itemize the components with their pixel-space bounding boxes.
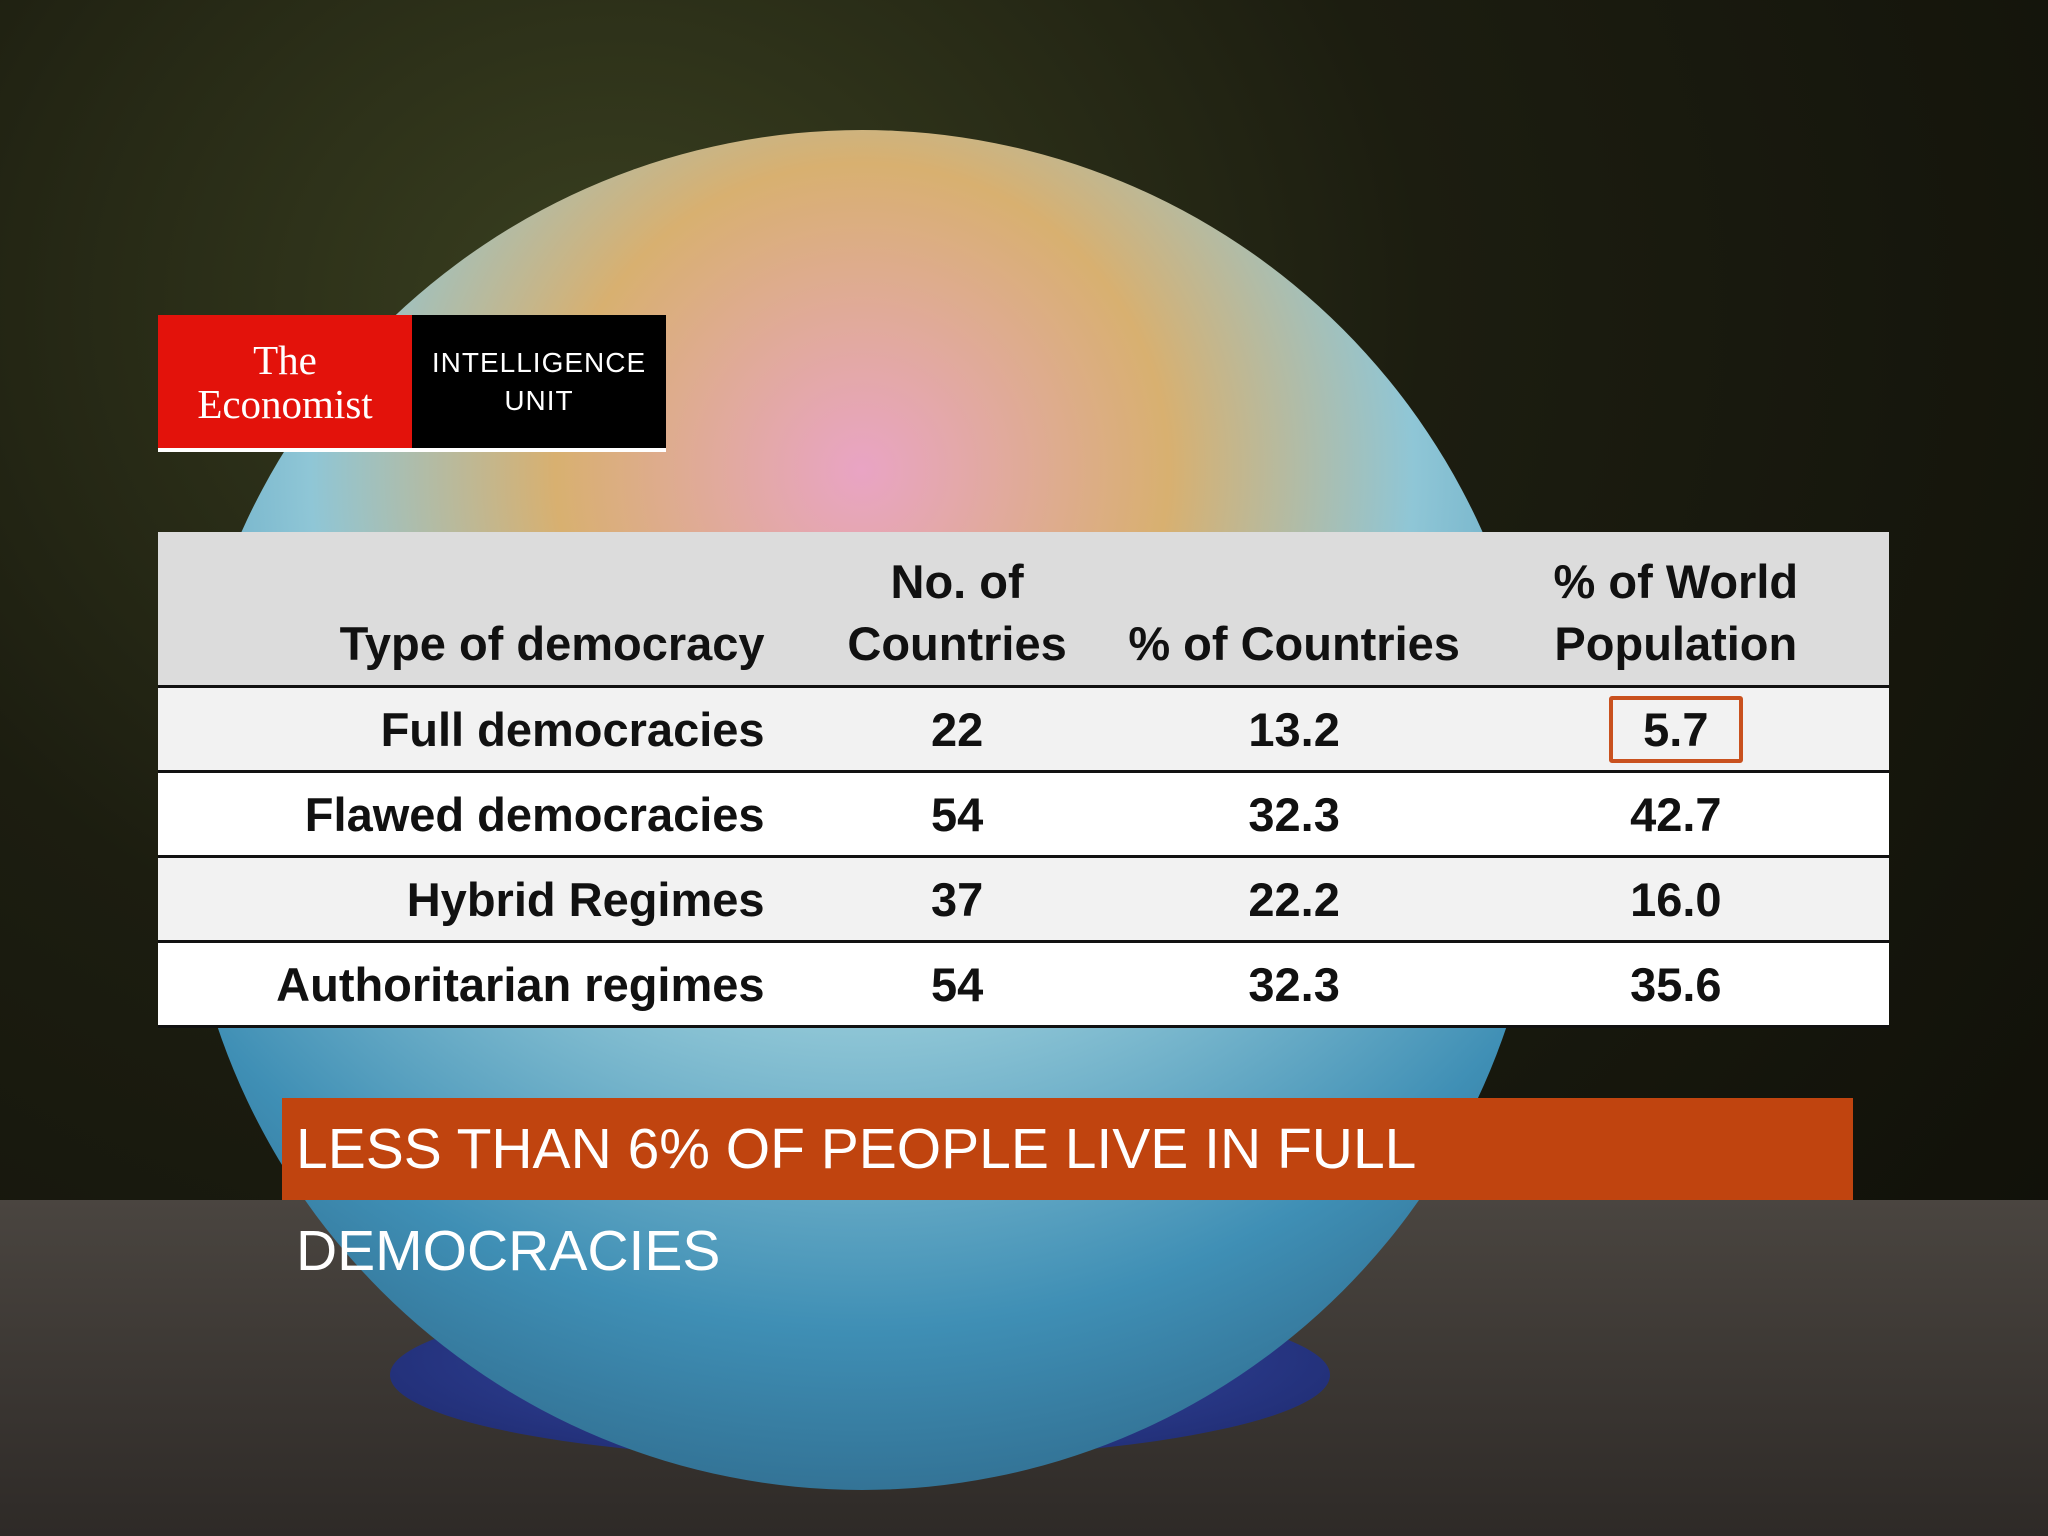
header-row: Type of democracy No. of Countries % of … <box>158 532 1889 687</box>
logo-text: The <box>253 336 317 383</box>
table-row: Authoritarian regimes 54 32.3 35.6 <box>158 940 1889 1028</box>
logo-brand: The Economist <box>158 315 412 448</box>
table-cell: 32.3 <box>1125 940 1463 1028</box>
table-cell: 16.0 <box>1462 855 1889 942</box>
table-cell: Authoritarian regimes <box>158 940 789 1028</box>
table-row: Full democracies 22 13.2 5.7 <box>158 685 1889 772</box>
header-cell: Type of democracy <box>158 532 789 687</box>
table-cell: 42.7 <box>1462 770 1889 857</box>
table-cell: 32.3 <box>1125 770 1463 857</box>
logo-unit: INTELLIGENCE UNIT <box>412 315 666 448</box>
table-cell: Flawed democracies <box>158 770 789 857</box>
table-row: Flawed democracies 54 32.3 42.7 <box>158 770 1889 857</box>
header-cell: No. of Countries <box>788 532 1126 687</box>
table-cell: 5.7 <box>1462 685 1889 772</box>
table-cell: 54 <box>788 940 1126 1028</box>
logo: The Economist INTELLIGENCE UNIT <box>158 315 666 452</box>
democracy-table: Type of democracy No. of Countries % of … <box>158 532 1889 1028</box>
header-cell: % of World Population <box>1462 532 1889 687</box>
header-cell: % of Countries <box>1125 532 1463 687</box>
banner: LESS THAN 6% OF PEOPLE LIVE IN FULL DEMO… <box>282 1098 1853 1283</box>
table-cell: 22.2 <box>1125 855 1463 942</box>
logo-text: INTELLIGENCE <box>431 346 647 378</box>
table-body: Full democracies 22 13.2 5.7 Flawed democrac… <box>158 685 1889 1028</box>
table-cell: Full democracies <box>158 685 789 772</box>
table-row: Hybrid Regimes 37 22.2 16.0 <box>158 855 1889 942</box>
logo-text: UNIT <box>504 384 574 416</box>
table-cell: 22 <box>788 685 1126 772</box>
table-cell: Hybrid Regimes <box>158 855 789 942</box>
table-cell: 54 <box>788 770 1126 857</box>
highlight-box: 5.7 <box>1609 695 1743 763</box>
table-cell: 13.2 <box>1125 685 1463 772</box>
logo-text: Economist <box>197 380 373 427</box>
table-cell: 37 <box>788 855 1126 942</box>
table-cell: 35.6 <box>1462 940 1889 1028</box>
